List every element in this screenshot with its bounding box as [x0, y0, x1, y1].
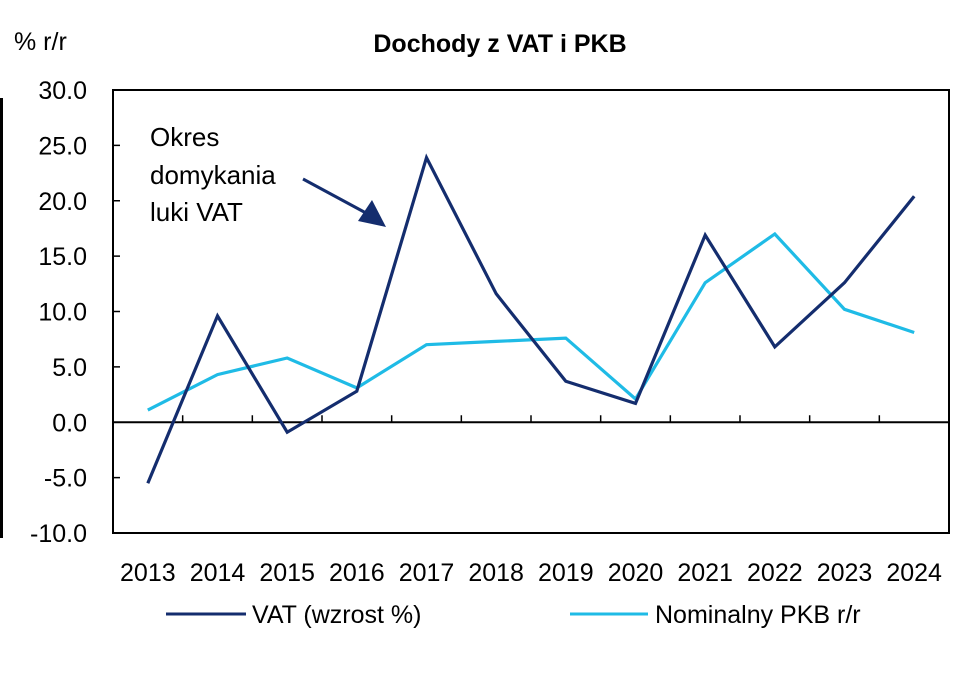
y-tick-label: -10.0 — [30, 520, 87, 548]
plot-frame — [112, 89, 950, 534]
y-tick-label: 0.0 — [52, 409, 87, 437]
left-edge-mark — [0, 98, 3, 538]
x-tick-label: 2022 — [747, 559, 803, 587]
x-tick-label: 2015 — [259, 559, 315, 587]
x-tick-label: 2024 — [886, 559, 942, 587]
y-tick-label: 20.0 — [38, 188, 87, 216]
annotation-arrow-shaft — [302, 177, 367, 215]
legend-label-gdp: Nominalny PKB r/r — [655, 601, 861, 629]
y-tick-label: 15.0 — [38, 243, 87, 271]
chart-title: Dochody z VAT i PKB — [373, 30, 626, 58]
y-tick-label: 10.0 — [38, 299, 87, 327]
x-axis: 2013 2014 2015 2016 2017 2018 2019 2020 2021 2022… — [113, 415, 949, 587]
x-tick-label: 2020 — [608, 559, 664, 587]
legend: VAT (wzrost %) Nominalny PKB r/r — [166, 601, 861, 629]
annotation-line-3: luki VAT — [150, 197, 243, 227]
y-axis-ticks: 30.0 25.0 20.0 15.0 10.0 5.0 0.0 -5.0 -10.0 — [30, 77, 120, 548]
x-tick-label: 2017 — [399, 559, 455, 587]
annotation-arrow-head — [358, 200, 386, 227]
y-tick-label: 5.0 — [52, 354, 87, 382]
x-tick-label: 2016 — [329, 559, 385, 587]
y-tick-label: -5.0 — [44, 465, 87, 493]
y-tick-label: 25.0 — [38, 132, 87, 160]
x-tick-label: 2021 — [677, 559, 733, 587]
x-tick-label: 2013 — [120, 559, 176, 587]
legend-label-vat: VAT (wzrost %) — [252, 601, 421, 629]
annotation: Okres domykania luki VAT — [150, 122, 386, 227]
series-line-gdp — [147, 231, 915, 412]
x-tick-label: 2023 — [817, 559, 873, 587]
annotation-line-2: domykania — [150, 160, 276, 190]
y-tick-label: 30.0 — [38, 77, 87, 105]
annotation-line-1: Okres — [150, 122, 219, 152]
y-axis-label: % r/r — [14, 28, 67, 56]
x-tick-label: 2018 — [468, 559, 524, 587]
x-tick-label: 2019 — [538, 559, 594, 587]
series-line-vat — [146, 153, 916, 484]
x-tick-label: 2014 — [190, 559, 246, 587]
series-lines — [146, 153, 916, 484]
